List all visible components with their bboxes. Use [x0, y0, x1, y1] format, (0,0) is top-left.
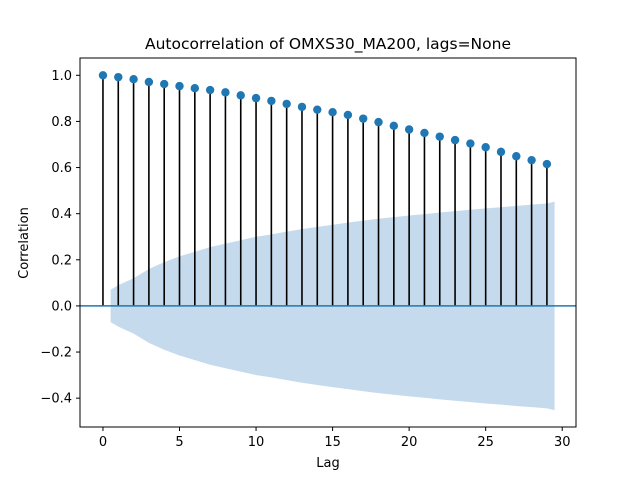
acf-point	[313, 105, 322, 114]
acf-point	[481, 143, 490, 152]
acf-point	[221, 88, 230, 97]
y-tick-label: −0.2	[40, 346, 72, 361]
acf-point	[450, 135, 460, 145]
acf-point	[282, 99, 291, 109]
y-axis-label: Correlation	[17, 207, 32, 279]
acf-point	[236, 91, 245, 100]
axes-frame	[79, 57, 577, 428]
acf-point	[297, 102, 307, 112]
y-tick-label: 0.8	[51, 115, 72, 130]
y-tick-label: −0.4	[40, 392, 72, 407]
x-axis-label: Lag	[316, 456, 339, 471]
x-tick-label: 20	[401, 435, 418, 450]
acf-point	[205, 85, 215, 95]
acf-point	[374, 117, 383, 127]
acf-point	[404, 125, 414, 134]
acf-point	[420, 128, 429, 138]
acf-point	[527, 155, 536, 165]
chart-title: Autocorrelation of OMXS30_MA200, lags=No…	[145, 35, 511, 54]
acf-point	[359, 114, 368, 123]
y-tick-label: 1.0	[51, 69, 72, 84]
acf-point	[98, 71, 108, 80]
x-tick-label: 15	[324, 435, 341, 450]
acf-point	[542, 159, 552, 169]
acf-point	[159, 79, 169, 89]
x-tick-label: 5	[175, 435, 183, 450]
acf-point	[328, 107, 337, 117]
acf-point	[343, 110, 353, 120]
x-tick-label: 25	[477, 435, 494, 450]
acf-point	[175, 81, 184, 91]
acf-point	[496, 147, 506, 157]
acf-point	[389, 121, 399, 131]
acf-point	[466, 139, 475, 148]
acf-point	[129, 75, 138, 84]
x-tick-label: 0	[99, 435, 107, 450]
y-tick-label: 0.6	[51, 161, 72, 176]
axes: 0 5 10 15 20 25 30 −0.4 −0.2 0.0 0.2 0.4 0.6 0.8 1.0	[40, 57, 577, 450]
acf-point	[114, 72, 123, 82]
acf-point	[512, 152, 521, 161]
acf-point	[435, 132, 444, 141]
acf-point	[190, 84, 200, 93]
y-tick-label: 0.0	[51, 299, 72, 314]
y-tick-label: 0.2	[51, 253, 72, 268]
acf-point	[267, 96, 276, 106]
acf-point	[144, 77, 154, 87]
x-tick-label: 10	[248, 435, 265, 450]
x-tick-label: 30	[554, 435, 571, 450]
plot-area	[80, 71, 576, 411]
y-tick-label: 0.4	[51, 207, 72, 222]
acf-point	[251, 93, 261, 103]
